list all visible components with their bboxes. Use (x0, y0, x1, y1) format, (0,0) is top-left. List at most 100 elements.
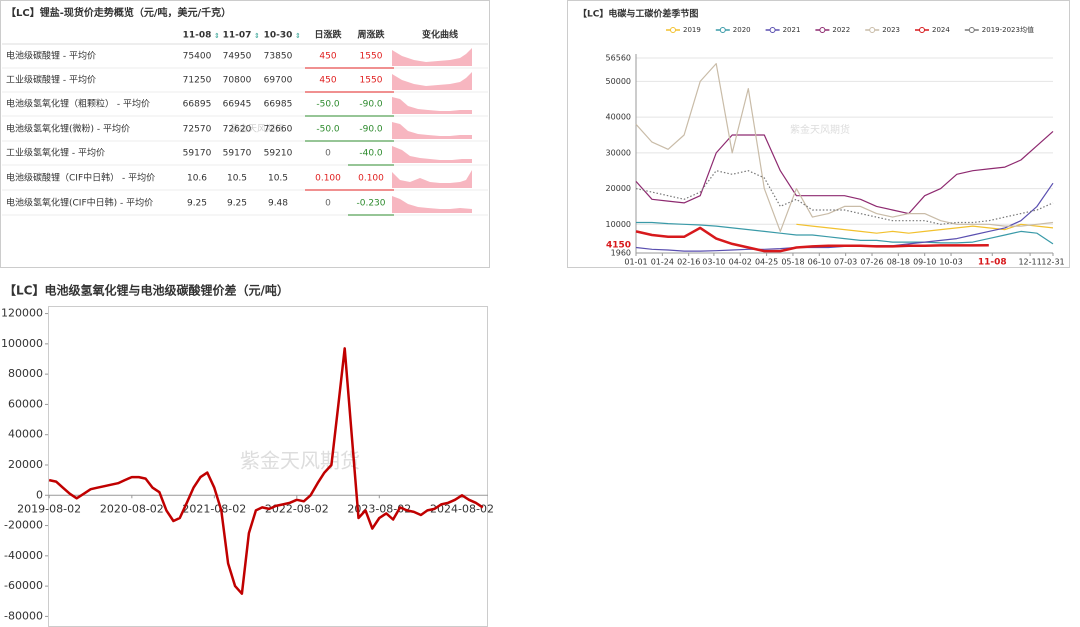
legend-label: 2023 (882, 26, 900, 34)
x-tick-label: 01-01 (624, 258, 647, 267)
cell: 72570 (183, 125, 212, 135)
x-tick-label: 12-31 (1041, 258, 1064, 267)
row-name: 电池级氢氧化锂(微粉) - 平均价 (6, 123, 130, 135)
table-title: 【LC】锂盐-现货价走势概览（元/吨，美元/千克） (6, 6, 231, 19)
x-tick-label: 01-24 (651, 258, 674, 267)
cell: 70800 (223, 76, 252, 86)
y-tick-label: 50000 (606, 77, 631, 86)
column-header: 10-30 (264, 31, 293, 41)
legend-marker (769, 27, 776, 33)
row-name: 电池级氢氧化锂（粗颗粒） - 平均价 (6, 98, 150, 110)
legend-label: 2024 (932, 26, 950, 34)
column-header: 变化曲线 (422, 29, 458, 41)
legend-marker (919, 27, 925, 33)
x-tick-label: 03-10 (702, 258, 725, 267)
row-name: 电池级碳酸锂 - 平均价 (6, 50, 96, 62)
cell: 75400 (183, 52, 212, 62)
cell: -50.0 (316, 100, 340, 110)
cell: 66895 (183, 100, 212, 110)
legend-label: 2019 (683, 26, 701, 34)
cell: 0.100 (358, 174, 384, 184)
legend-label: 2021 (783, 26, 801, 34)
sort-icon: ⇕ (214, 32, 220, 40)
cell: 73850 (264, 52, 293, 62)
series-line (635, 130, 1054, 215)
cell: 9.48 (268, 199, 288, 209)
legend-label: 2022 (832, 26, 850, 34)
legend-marker (819, 27, 826, 33)
y-tick-label: -60000 (4, 579, 43, 592)
series-line (635, 182, 1054, 252)
sparkline (392, 72, 472, 90)
legend-marker (869, 27, 876, 33)
x-tick-label: 07-26 (860, 258, 883, 267)
cell: 69700 (264, 76, 293, 86)
x-tick-label: 04-25 (755, 258, 778, 267)
y-tick-label: 56560 (606, 54, 631, 63)
y-tick-label: -40000 (4, 549, 43, 562)
y-tick-label: 80000 (8, 367, 43, 380)
cell: 10.6 (187, 174, 207, 184)
cell: -50.0 (316, 125, 340, 135)
cell: 0 (325, 149, 331, 159)
cell: 59170 (183, 149, 212, 159)
y-tick-label: 0 (36, 488, 43, 501)
y-tick-label: 100000 (1, 337, 43, 350)
cell: 66945 (223, 100, 252, 110)
series-line (635, 170, 1054, 225)
series-line (635, 226, 989, 253)
legend-label: 2019-2023均值 (982, 25, 1034, 34)
cell: -0.230 (356, 199, 385, 209)
legend-marker (968, 27, 975, 33)
cell: 71250 (183, 76, 212, 86)
row-name: 工业级氢氧化锂 - 平均价 (6, 147, 105, 159)
cell: 72660 (264, 125, 293, 135)
y-tick-label: 120000 (1, 307, 43, 320)
x-tick-label: 2022-08-02 (265, 502, 329, 515)
cell: 0 (325, 199, 331, 209)
column-header: 周涨跌 (357, 29, 385, 41)
sparkline (392, 196, 472, 213)
cell: -40.0 (359, 149, 383, 159)
cell: 74950 (223, 52, 252, 62)
y-tick-label: 60000 (8, 397, 43, 410)
column-header: 11-08 (183, 31, 212, 41)
row-name: 电池级碳酸锂（CIF中日韩） - 平均价 (6, 172, 155, 184)
series-line (796, 223, 1054, 234)
x-tick-label: 2020-08-02 (100, 502, 164, 515)
cell: 450 (319, 52, 336, 62)
current-value-label: 4150 (606, 241, 631, 251)
row-name: 电池级氢氧化锂(CIF中日韩) - 平均价 (6, 197, 153, 209)
sparklines (392, 48, 472, 213)
watermark: 紫金天风期货 (790, 123, 850, 136)
cell: -90.0 (359, 125, 383, 135)
x-tick-label: 11-08 (978, 258, 1007, 268)
y-tick-label: 1960 (611, 249, 631, 258)
watermark: 紫金天风期货 (230, 123, 284, 135)
y-tick-label: 20000 (606, 184, 631, 193)
x-tick-label: 2021-08-02 (182, 502, 246, 515)
sparkline (392, 97, 472, 114)
sort-icon: ⇕ (254, 32, 260, 40)
x-tick-label: 07-03 (834, 258, 857, 267)
cell: 9.25 (187, 199, 207, 209)
y-tick-label: 40000 (8, 428, 43, 441)
x-tick-label: 05-18 (781, 258, 804, 267)
seasonal-panel (567, 0, 1070, 268)
cell: 0.100 (315, 174, 341, 184)
table-panel (0, 0, 490, 268)
cell: 10.5 (227, 174, 247, 184)
row-name: 工业级碳酸锂 - 平均价 (6, 74, 96, 86)
legend-label: 2020 (733, 26, 751, 34)
series-line (636, 221, 1054, 245)
series-line (48, 347, 484, 595)
y-tick-label: 10000 (606, 220, 631, 229)
x-tick-label: 09-10 (913, 258, 936, 267)
watermark: 紫金天风期货 (240, 449, 360, 473)
column-header: 11-07 (223, 31, 252, 41)
cell: 1550 (360, 76, 383, 86)
x-tick-label: 08-18 (887, 258, 910, 267)
y-tick-label: -80000 (4, 609, 43, 622)
y-tick-label: 40000 (606, 113, 631, 122)
cell: 59210 (264, 149, 293, 159)
